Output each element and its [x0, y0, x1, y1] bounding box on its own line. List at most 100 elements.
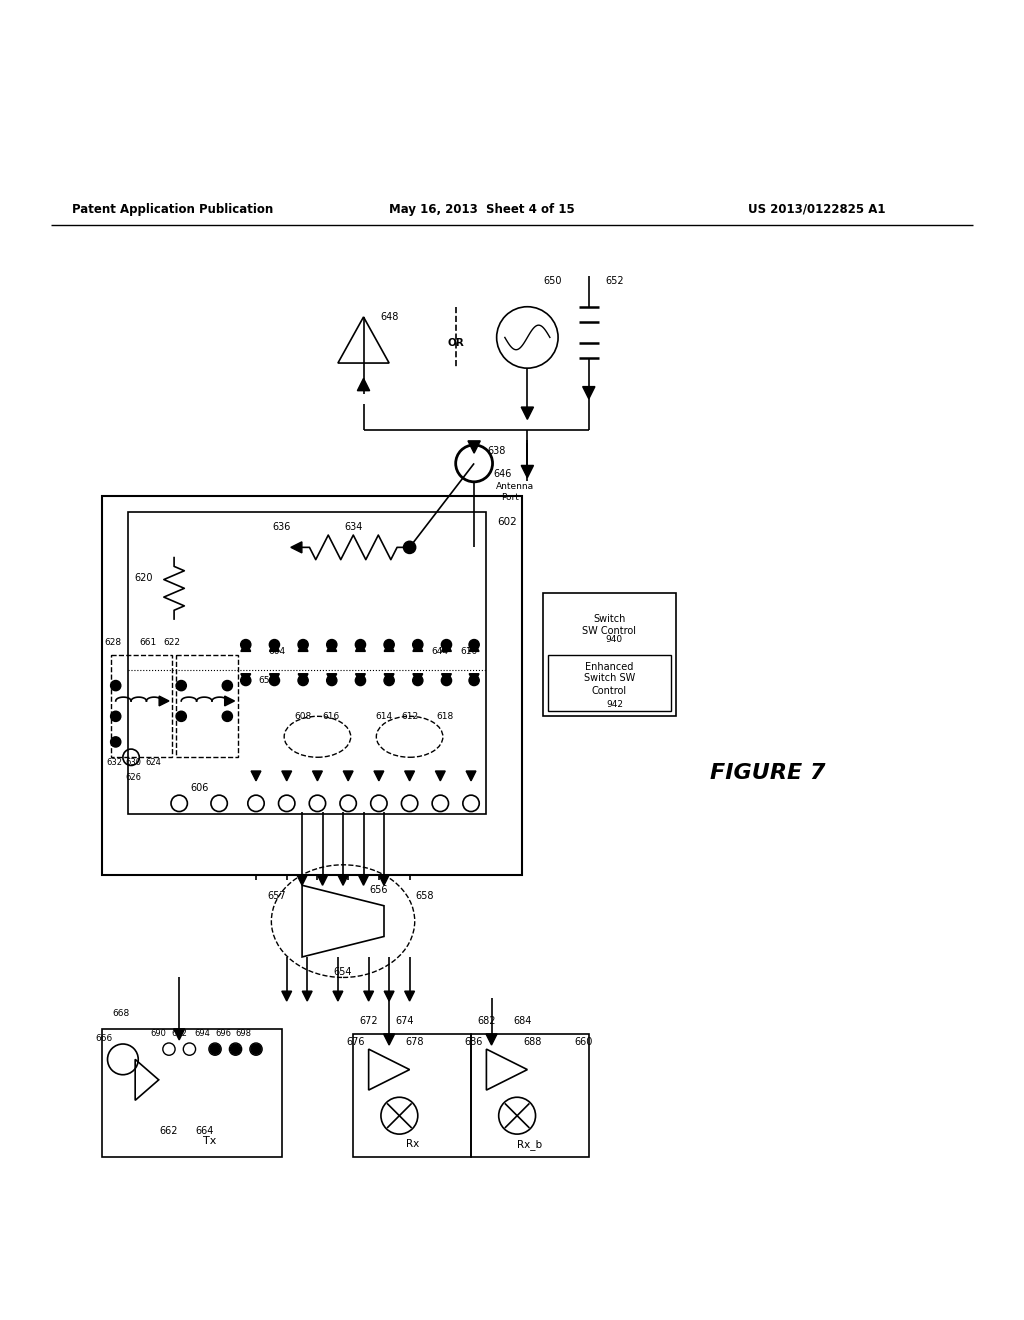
- Circle shape: [176, 681, 186, 690]
- Circle shape: [269, 676, 280, 685]
- Polygon shape: [297, 875, 307, 886]
- Polygon shape: [343, 771, 353, 781]
- Polygon shape: [486, 1034, 497, 1045]
- Polygon shape: [224, 696, 234, 706]
- Text: 618: 618: [437, 711, 454, 721]
- Circle shape: [327, 676, 337, 685]
- Polygon shape: [583, 387, 595, 399]
- Text: 632: 632: [106, 758, 123, 767]
- Text: 630: 630: [125, 758, 141, 767]
- Circle shape: [469, 639, 479, 649]
- Circle shape: [251, 1044, 261, 1055]
- Polygon shape: [469, 673, 479, 684]
- Text: Patent Application Publication: Patent Application Publication: [72, 203, 273, 216]
- Text: Rx: Rx: [406, 1139, 419, 1150]
- Text: 646: 646: [494, 469, 512, 479]
- Polygon shape: [251, 771, 261, 781]
- Polygon shape: [302, 991, 312, 1001]
- Polygon shape: [358, 875, 369, 886]
- Circle shape: [384, 639, 394, 649]
- Polygon shape: [333, 991, 343, 1001]
- Text: 668: 668: [113, 1008, 129, 1018]
- Polygon shape: [384, 1034, 394, 1045]
- Circle shape: [469, 676, 479, 685]
- Text: 676: 676: [346, 1038, 365, 1047]
- Circle shape: [413, 639, 423, 649]
- Polygon shape: [355, 642, 366, 651]
- Text: 650: 650: [544, 276, 562, 286]
- Text: 690: 690: [151, 1030, 167, 1039]
- Polygon shape: [312, 771, 323, 781]
- Text: 694: 694: [195, 1030, 211, 1039]
- Text: 622: 622: [164, 638, 180, 647]
- Text: Switch SW: Switch SW: [584, 673, 635, 684]
- Polygon shape: [521, 407, 534, 420]
- Text: 604: 604: [268, 647, 285, 656]
- Circle shape: [413, 676, 423, 685]
- Text: 661: 661: [140, 638, 157, 647]
- Text: 684: 684: [513, 1016, 531, 1027]
- Circle shape: [222, 681, 232, 690]
- Text: 638: 638: [487, 446, 506, 457]
- Text: Port: Port: [501, 492, 519, 502]
- Polygon shape: [159, 696, 169, 706]
- Text: 672: 672: [359, 1016, 378, 1027]
- Polygon shape: [384, 673, 394, 684]
- Circle shape: [298, 639, 308, 649]
- Circle shape: [403, 541, 416, 553]
- Text: 692: 692: [171, 1030, 187, 1039]
- Polygon shape: [357, 379, 370, 391]
- Text: 644: 644: [432, 647, 449, 656]
- Text: 602: 602: [497, 516, 517, 527]
- Text: 654: 654: [334, 968, 352, 977]
- Text: SW Control: SW Control: [583, 626, 636, 636]
- Text: 688: 688: [523, 1038, 542, 1047]
- Text: 940: 940: [606, 635, 623, 644]
- Text: Switch: Switch: [593, 614, 626, 624]
- Circle shape: [298, 676, 308, 685]
- Text: Enhanced: Enhanced: [585, 663, 634, 672]
- Circle shape: [355, 676, 366, 685]
- Polygon shape: [435, 771, 445, 781]
- Polygon shape: [298, 642, 308, 651]
- Text: 628: 628: [104, 638, 121, 647]
- Text: 634: 634: [344, 521, 362, 532]
- Circle shape: [111, 711, 121, 722]
- Text: 614: 614: [376, 711, 392, 721]
- Polygon shape: [413, 642, 423, 651]
- Text: 626: 626: [125, 774, 141, 783]
- Circle shape: [241, 639, 251, 649]
- Text: 698: 698: [236, 1030, 252, 1039]
- Text: 657: 657: [267, 891, 286, 900]
- Text: 678: 678: [406, 1038, 424, 1047]
- Text: 664: 664: [196, 1126, 214, 1137]
- Text: 662: 662: [160, 1126, 178, 1137]
- Polygon shape: [291, 541, 302, 553]
- Text: 612: 612: [401, 711, 418, 721]
- Polygon shape: [317, 875, 328, 886]
- Text: 682: 682: [477, 1016, 496, 1027]
- Circle shape: [176, 711, 186, 722]
- Circle shape: [230, 1044, 241, 1055]
- Polygon shape: [241, 673, 251, 684]
- Text: 656: 656: [370, 886, 388, 895]
- Circle shape: [222, 711, 232, 722]
- Text: 620: 620: [134, 573, 153, 583]
- Polygon shape: [379, 875, 389, 886]
- Polygon shape: [374, 771, 384, 781]
- Text: 636: 636: [272, 521, 291, 532]
- Polygon shape: [282, 991, 292, 1001]
- Text: 696: 696: [215, 1030, 231, 1039]
- Polygon shape: [174, 1028, 184, 1040]
- Text: 686: 686: [464, 1038, 482, 1047]
- Text: 942: 942: [606, 700, 623, 709]
- Text: 648: 648: [380, 312, 398, 322]
- Polygon shape: [269, 642, 280, 651]
- Text: Antenna: Antenna: [496, 482, 535, 491]
- Text: 658: 658: [416, 891, 434, 900]
- Polygon shape: [355, 673, 366, 684]
- Polygon shape: [384, 991, 394, 1001]
- Text: 659: 659: [259, 676, 275, 685]
- Circle shape: [111, 681, 121, 690]
- Circle shape: [269, 639, 280, 649]
